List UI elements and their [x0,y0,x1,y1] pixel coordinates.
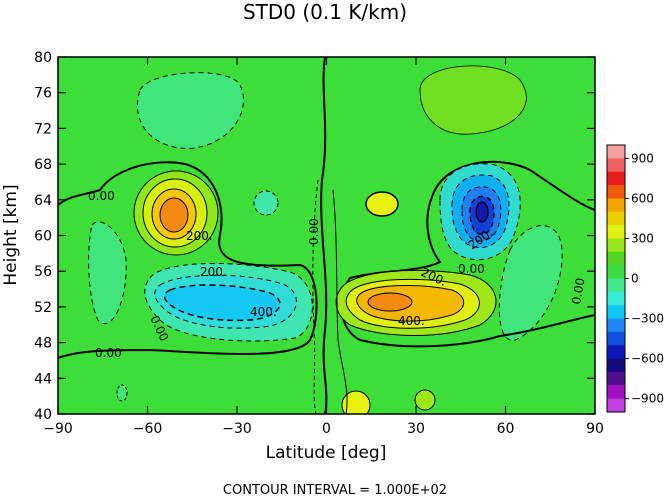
solid-seam-equator [332,189,348,414]
colorbar-tick-label: 0 [631,272,639,286]
colorbar-swatch [607,318,625,333]
colorbar-tick-label: −300 [631,312,664,326]
colorbar-swatch [607,345,625,360]
contour-label: 0.00 [569,277,587,306]
colorbar-swatch [607,358,625,373]
x-axis: −90 −60 −30 0 30 60 90 [43,57,604,437]
zero-contour-left [58,161,318,359]
zero-line-equator [320,57,328,414]
small-cell-3 [341,390,371,414]
colorbar: 900 600 300 0 −300 −600 −900 [606,144,664,413]
cold-band-left [144,262,313,342]
colorbar-swatch [607,305,625,320]
cold-core-right [439,163,521,261]
region-negative-upper-left [137,72,244,149]
colorbar-swatch [607,211,625,226]
y-tick-label: 48 [34,336,52,352]
colorbar-swatch [607,238,625,253]
warm-band-right [335,269,497,336]
y-tick-label: 80 [34,50,52,66]
y-tick-label: 52 [34,300,52,316]
colorbar-tick-label: −900 [631,392,664,406]
x-axis-title: Latitude [deg] [266,443,387,463]
x-tick-label: 30 [407,421,425,437]
contour-label: 200. [200,265,227,279]
contour-interval-note: CONTOUR INTERVAL = 1.000E+02 [223,483,447,498]
contour-label: 400. [250,305,277,319]
colorbar-swatch [607,291,625,306]
contour-label: 0.00 [307,218,321,245]
x-tick-label: 60 [497,421,515,437]
colorbar-swatch [607,331,625,346]
region-negative-left-band [88,221,127,324]
colorbar-swatch [607,398,625,413]
colorbar-swatch [607,225,625,239]
y-axis-title: Height [km] [1,184,21,285]
colorbar-tick-label: 900 [631,151,654,165]
colorbar-swatch [607,198,625,213]
colorbar-swatch [607,251,625,266]
contour-label: 0.00 [458,262,485,276]
x-tick-label: 0 [322,421,331,437]
colorbar-tick-label: 600 [631,191,654,205]
y-tick-label: 60 [34,229,52,245]
chart-title: STD0 (0.1 K/km) [243,0,407,24]
region-positive-upper-right [419,65,527,135]
small-cell-2 [365,191,399,217]
colorbar-tick-label: 300 [631,231,654,245]
x-tick-label: −30 [222,421,252,437]
region-negative-right-band [498,225,563,341]
colorbar-swatch [607,278,625,293]
colorbar-swatch [607,371,625,386]
x-tick-label: 90 [586,421,604,437]
y-tick-label: 56 [34,264,52,280]
x-tick-label: −90 [43,421,73,437]
contour-label: 0.00 [88,189,115,203]
dashed-seam-equator [312,179,319,414]
colorbar-swatch [607,145,625,159]
x-tick-label: −60 [133,421,163,437]
colorbar-tick-label: −600 [631,352,664,366]
y-tick-label: 76 [34,86,52,102]
small-cell-1 [253,190,279,216]
warm-core-left [133,170,219,256]
colorbar-swatch [607,171,625,186]
contour-label: 200. [186,229,213,243]
y-tick-label: 68 [34,157,52,173]
contour-label: 400. [398,314,425,328]
y-axis: 40 44 48 52 56 60 64 68 72 76 80 [34,50,595,423]
small-cell-5 [116,384,128,402]
y-tick-label: 40 [34,407,52,423]
y-tick-label: 44 [34,371,52,387]
small-cell-4 [414,389,436,411]
colorbar-swatch [607,158,625,173]
y-tick-label: 72 [34,121,52,137]
contour-label: 0.00 [95,346,122,360]
colorbar-swatch [607,385,625,400]
plot-area: 0.00 200. 200. 400. 0.00 0.00 0.00 0.00 … [58,57,595,414]
colorbar-swatch [607,265,625,279]
colorbar-swatch [607,185,625,199]
y-tick-label: 64 [34,193,52,209]
